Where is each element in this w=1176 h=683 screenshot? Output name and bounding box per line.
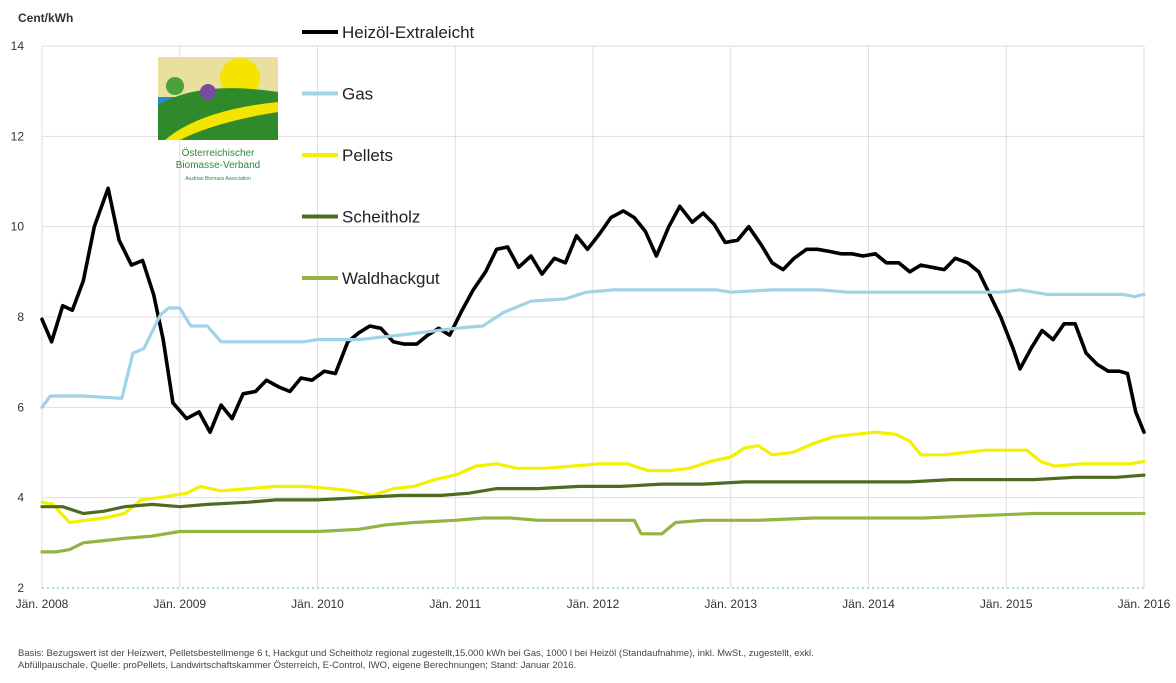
series-line-scheitholz [40,473,1146,516]
y-axis-label: Cent/kWh [18,11,73,25]
footnote-line-1: Basis: Bezugswert ist der Heizwert, Pell… [18,648,814,659]
series-line-gas [40,288,1146,409]
x-tick-label: Jän. 2014 [842,597,895,611]
x-tick-label: Jän. 2016 [1118,597,1171,611]
logo-tree [166,77,184,95]
y-tick-label: 14 [11,39,25,53]
y-tick-label: 10 [11,220,25,234]
logo-text-line1: Österreichischer [182,147,255,159]
biomasse-verband-logo: Österreichischer Biomasse-Verband Austri… [158,57,278,182]
x-tick-label: Jän. 2012 [567,597,620,611]
y-tick-label: 6 [17,400,24,414]
price-chart: 2 4 6 8 10 12 14 Cent/kWh Jän. 2008 Jän. 2009 Jän.… [11,11,1171,611]
legend-label: Gas [342,85,373,104]
y-tick-label: 8 [17,310,24,324]
series-layer [40,186,1146,554]
logo-text-line2: Biomasse-Verband [176,160,261,171]
footnote: Basis: Bezugswert ist der Heizwert, Pell… [18,648,1158,672]
logo-path [165,102,278,140]
logo-tree-2 [200,84,216,100]
footnote-line-2: Abfüllpauschale. Quelle: proPellets, Lan… [18,660,577,671]
legend-label: Heizöl-Extraleicht [342,23,475,42]
legend-label: Pellets [342,146,393,165]
series-line-pellets [40,430,1146,525]
legend-label: Waldhackgut [342,269,440,288]
y-tick-label: 4 [17,491,24,505]
x-tick-label: Jän. 2015 [980,597,1033,611]
series-line-heiz-l-extraleicht [40,186,1146,434]
x-tick-label: Jän. 2010 [291,597,344,611]
logo-text-line3: Austrian Biomass Association [185,176,251,182]
legend-label: Scheitholz [342,208,420,227]
series-line-waldhackgut [40,511,1146,554]
legend: Heizöl-Extraleicht Gas Pellets Scheitholz Wa… [302,23,475,288]
y-tick-label: 2 [17,581,24,595]
grid-layer [41,45,1145,588]
chart-svg: 2 4 6 8 10 12 14 Cent/kWh Jän. 2008 Jän. 2009 Jän.… [11,11,1171,611]
x-tick-label: Jän. 2011 [429,597,481,611]
logo-sun [220,58,260,98]
y-tick-label: 12 [11,129,25,143]
x-tick-label: Jän. 2013 [704,597,757,611]
axis-layer: 2 4 6 8 10 12 14 Cent/kWh Jän. 2008 Jän. 2009 Jän.… [11,11,1171,611]
x-tick-label: Jän. 2009 [153,597,206,611]
x-tick-label: Jän. 2008 [16,597,69,611]
